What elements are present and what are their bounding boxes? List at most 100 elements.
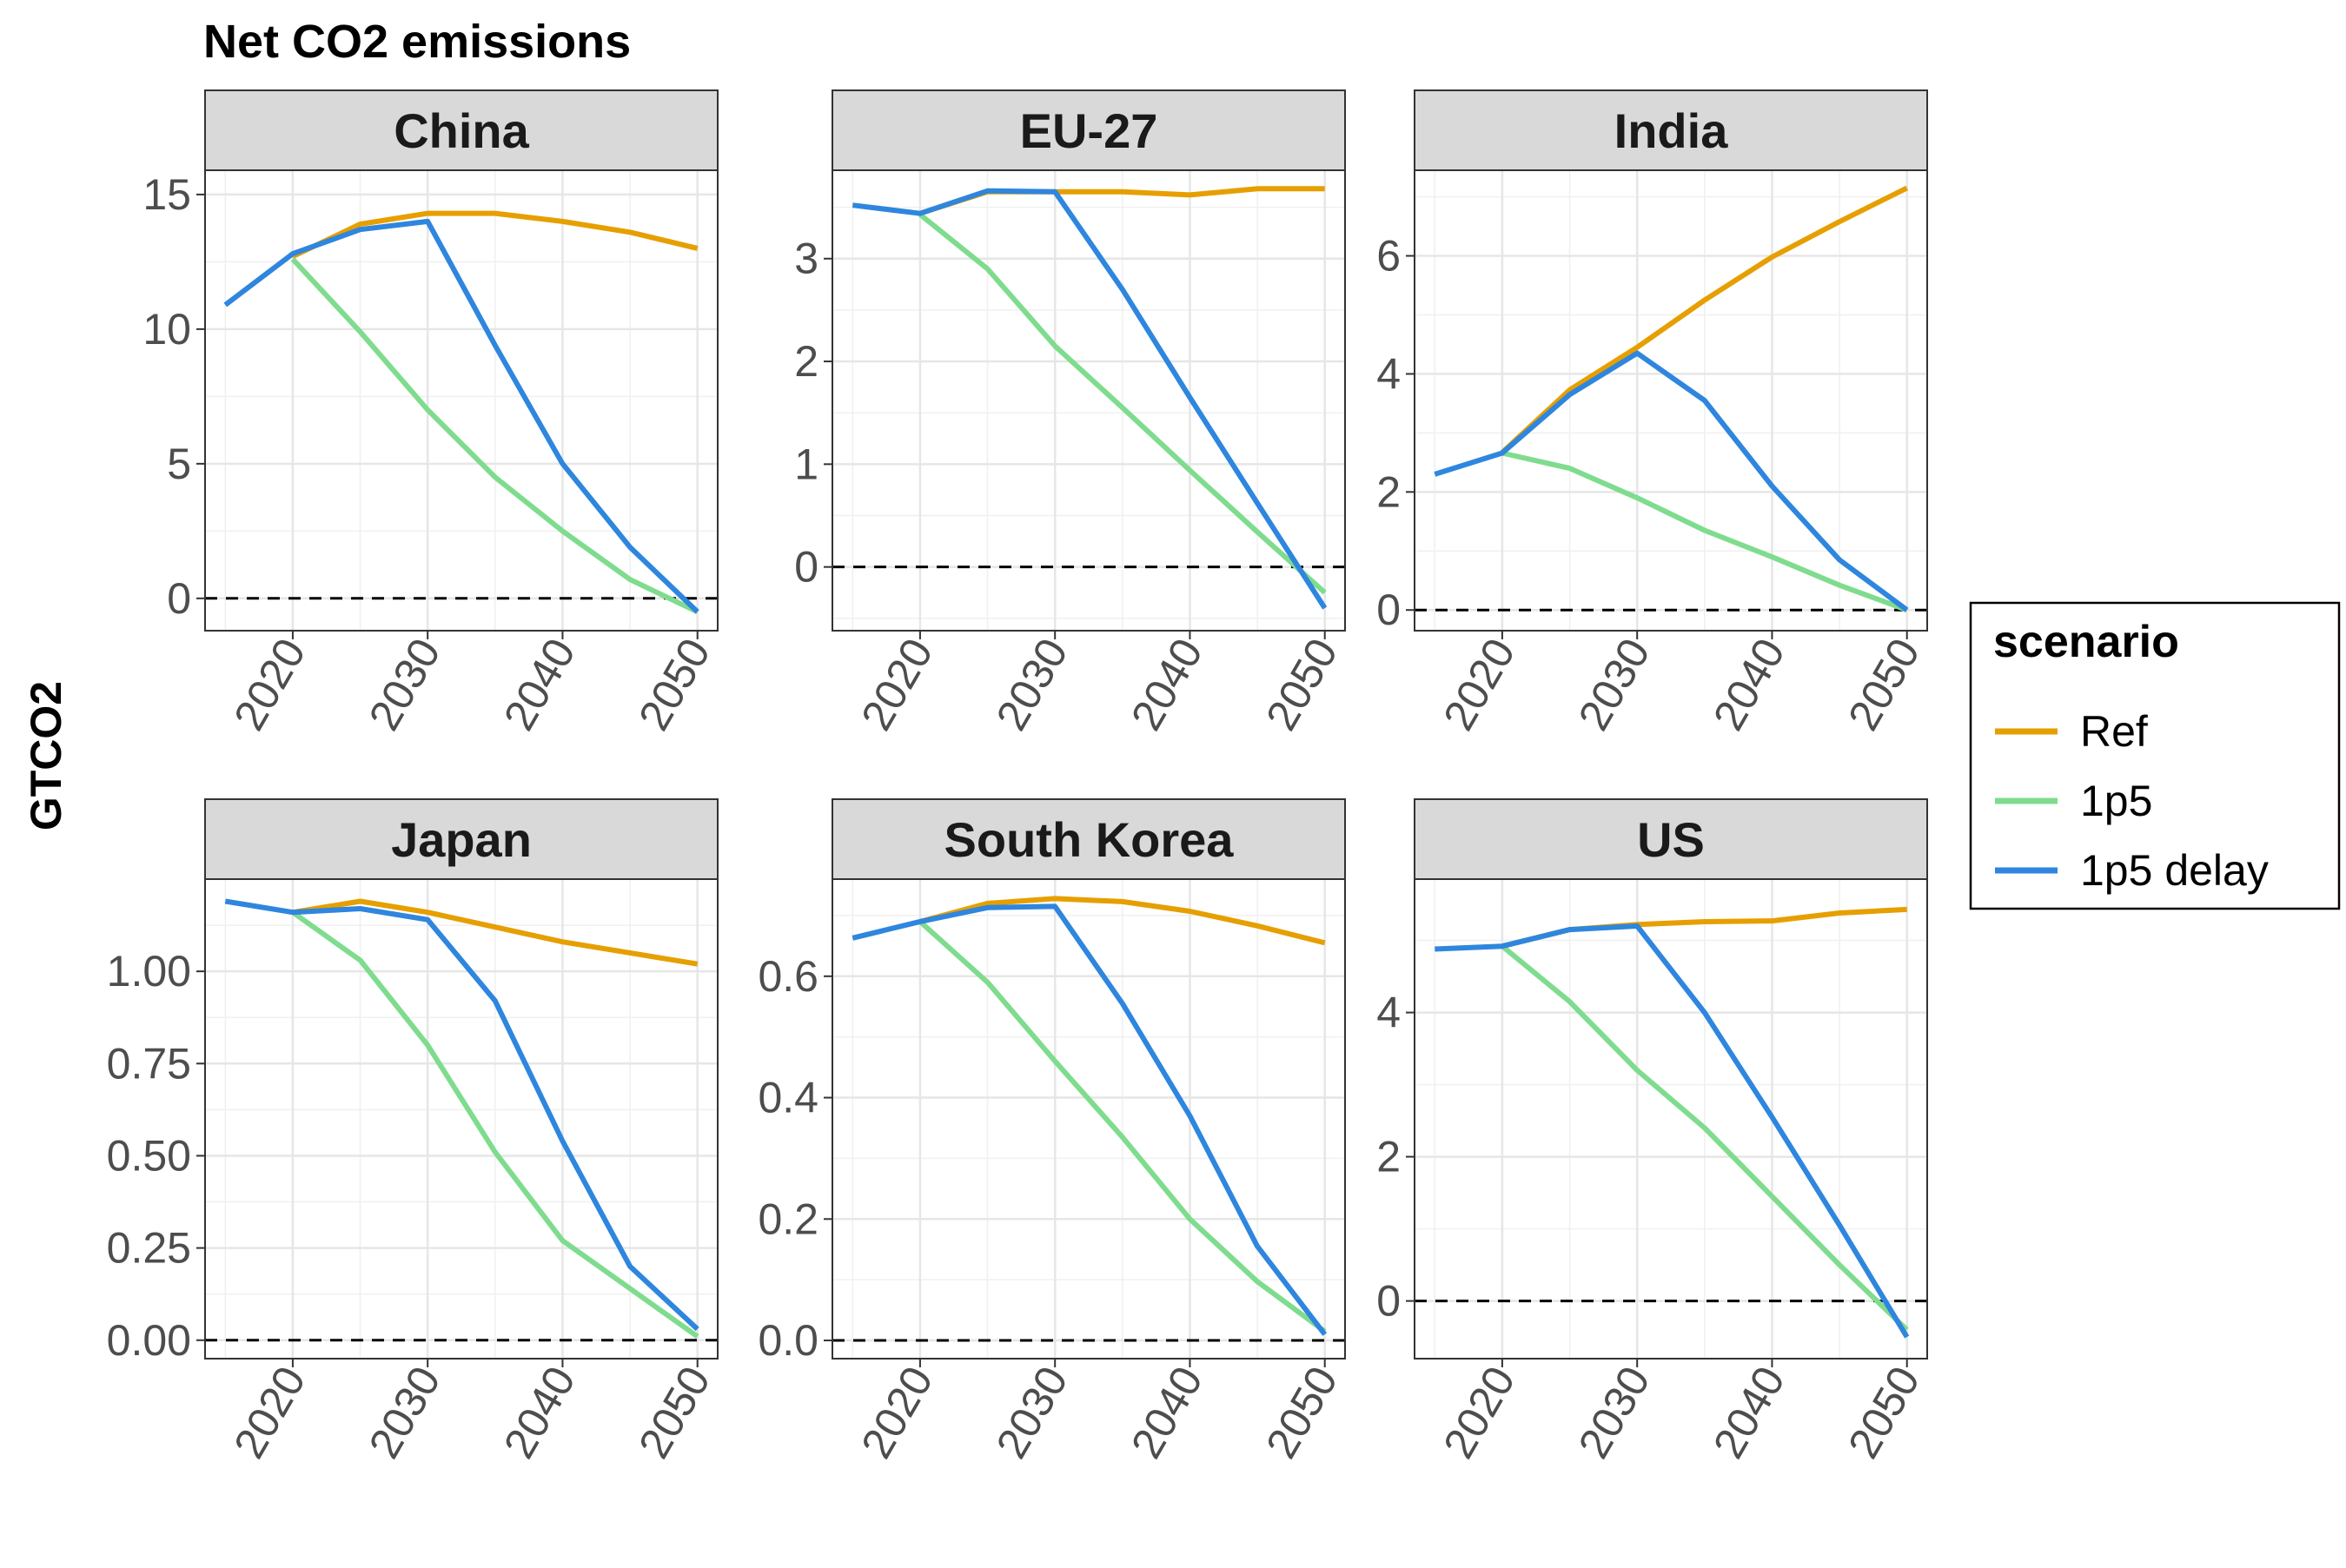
panel-border-japan bbox=[204, 878, 719, 1360]
plot-area-india bbox=[1415, 170, 1927, 631]
panel-eu-27: EU-27 0 1 2 3 2020 2030 2040 2050 bbox=[794, 89, 1347, 738]
panel-border-india bbox=[1414, 169, 1928, 632]
legend-label-1p5-delay: 1p5 delay bbox=[2080, 846, 2269, 895]
series-lines-us bbox=[1435, 906, 1910, 1339]
strip-label-eu-27: EU-27 bbox=[1020, 103, 1158, 158]
y-tick-label-eu-27: 2 bbox=[794, 337, 818, 386]
panel-south-korea: South Korea 0.0 0.2 0.4 0.6 2020 2030 2040 2050 bbox=[758, 798, 1347, 1466]
panel-border-south-korea bbox=[832, 878, 1346, 1360]
grid-china bbox=[205, 170, 718, 631]
y-tick-label-japan: 0.00 bbox=[107, 1316, 191, 1365]
panel-japan: Japan 0.00 0.25 0.50 0.75 1.00 2020 2030 2040 205… bbox=[107, 798, 719, 1466]
legend-label-1p5: 1p5 bbox=[2080, 777, 2152, 825]
x-tick-label-china: 2040 bbox=[494, 631, 585, 738]
y-tick-label-south-korea: 0.6 bbox=[758, 952, 818, 1001]
y-tick-label-china: 5 bbox=[167, 440, 191, 488]
y-tick-label-south-korea: 0.4 bbox=[758, 1074, 818, 1122]
series-lines-india bbox=[1434, 185, 1909, 613]
series-line-1p5-south-korea bbox=[918, 919, 1327, 1334]
legend: scenario Ref 1p5 1p5 delay bbox=[1969, 601, 2341, 910]
series-line-1p5-china bbox=[290, 257, 699, 615]
y-tick-label-south-korea: 0.2 bbox=[758, 1194, 818, 1243]
panel-us: US 0 2 4 2020 2030 2040 2050 bbox=[1376, 798, 1929, 1466]
strip-label-japan: Japan bbox=[391, 812, 532, 867]
x-tick-label-south-korea: 2040 bbox=[1122, 1359, 1212, 1466]
y-tick-label-india: 4 bbox=[1376, 349, 1401, 398]
series-line-ref-south-korea bbox=[919, 896, 1326, 946]
series-lines-china bbox=[223, 210, 699, 615]
x-tick-label-us: 2040 bbox=[1704, 1359, 1794, 1466]
series-line-1p5-delay-india bbox=[1434, 350, 1909, 612]
y-tick-label-us: 0 bbox=[1376, 1277, 1401, 1326]
x-tick-label-south-korea: 2050 bbox=[1256, 1359, 1347, 1466]
x-tick-label-china: 2020 bbox=[224, 631, 315, 738]
series-line-ref-china bbox=[291, 210, 699, 259]
series-line-1p5-delay-china bbox=[223, 218, 699, 614]
series-line-1p5-delay-japan bbox=[224, 898, 699, 1332]
y-tick-label-india: 2 bbox=[1376, 467, 1401, 516]
x-tick-label-us: 2050 bbox=[1839, 1359, 1929, 1466]
panel-border-china bbox=[204, 169, 719, 632]
x-tick-label-south-korea: 2030 bbox=[987, 1359, 1077, 1466]
series-line-1p5-india bbox=[1501, 450, 1908, 613]
y-tick-label-eu-27: 1 bbox=[794, 440, 818, 488]
y-axis-label: GTCO2 bbox=[22, 681, 70, 830]
panel-border-eu-27 bbox=[832, 169, 1346, 632]
plot-area-japan bbox=[205, 879, 718, 1359]
y-tick-label-china: 15 bbox=[142, 170, 191, 219]
strip-label-china: China bbox=[394, 103, 529, 158]
x-tick-label-south-korea: 2020 bbox=[852, 1359, 942, 1466]
y-tick-label-japan: 0.50 bbox=[107, 1131, 191, 1180]
x-tick-label-china: 2050 bbox=[629, 631, 719, 738]
strip-china bbox=[204, 89, 719, 171]
x-tick-label-eu-27: 2030 bbox=[987, 631, 1077, 738]
plot-area-us bbox=[1415, 879, 1927, 1359]
x-tick-label-eu-27: 2040 bbox=[1122, 631, 1212, 738]
y-tick-label-japan: 0.25 bbox=[107, 1224, 191, 1273]
y-tick-label-japan: 0.75 bbox=[107, 1039, 191, 1088]
y-tick-label-us: 4 bbox=[1376, 989, 1401, 1037]
x-tick-label-india: 2020 bbox=[1434, 631, 1524, 738]
series-lines-japan bbox=[224, 898, 699, 1339]
panel-china: China 0 5 10 15 2020 2030 2040 2050 bbox=[142, 89, 719, 738]
x-tick-label-eu-27: 2020 bbox=[852, 631, 942, 738]
series-line-1p5-delay-eu-27 bbox=[852, 188, 1328, 610]
y-tick-label-india: 6 bbox=[1376, 232, 1401, 281]
strip-japan bbox=[204, 798, 719, 880]
y-tick-label-eu-27: 0 bbox=[794, 543, 818, 592]
x-tick-label-india: 2030 bbox=[1569, 631, 1660, 738]
y-tick-label-china: 0 bbox=[167, 574, 191, 623]
x-tick-label-india: 2050 bbox=[1839, 631, 1929, 738]
legend-label-ref: Ref bbox=[2080, 707, 2148, 756]
x-tick-label-japan: 2020 bbox=[224, 1359, 315, 1466]
plot-area-eu-27 bbox=[832, 170, 1345, 631]
x-tick-label-eu-27: 2050 bbox=[1256, 631, 1347, 738]
strip-label-us: US bbox=[1637, 812, 1705, 867]
series-lines-eu-27 bbox=[852, 186, 1328, 610]
strip-label-india: India bbox=[1614, 103, 1729, 158]
series-lines-south-korea bbox=[852, 896, 1328, 1336]
x-tick-label-india: 2040 bbox=[1704, 631, 1794, 738]
x-tick-label-japan: 2030 bbox=[360, 1359, 450, 1466]
x-tick-label-china: 2030 bbox=[360, 631, 450, 738]
y-tick-label-japan: 1.00 bbox=[107, 947, 191, 996]
series-line-ref-india bbox=[1500, 185, 1909, 455]
series-line-1p5-eu-27 bbox=[918, 212, 1327, 595]
strip-south-korea bbox=[832, 798, 1346, 880]
legend-box bbox=[1969, 601, 2341, 910]
y-tick-label-south-korea: 0.0 bbox=[758, 1316, 818, 1365]
y-tick-label-india: 0 bbox=[1376, 586, 1401, 634]
y-tick-label-us: 2 bbox=[1376, 1133, 1401, 1181]
series-line-1p5-us bbox=[1500, 943, 1909, 1332]
strip-eu-27 bbox=[832, 89, 1346, 171]
panel-border-us bbox=[1414, 878, 1928, 1360]
x-tick-label-japan: 2050 bbox=[629, 1359, 719, 1466]
y-tick-label-eu-27: 3 bbox=[794, 235, 818, 283]
plot-area-china bbox=[205, 170, 718, 631]
chart-title: Net CO2 emissions bbox=[203, 16, 631, 68]
series-line-ref-japan bbox=[292, 898, 699, 967]
series-line-1p5-japan bbox=[291, 910, 699, 1339]
y-tick-label-china: 10 bbox=[142, 305, 191, 354]
x-tick-label-us: 2030 bbox=[1569, 1359, 1660, 1466]
